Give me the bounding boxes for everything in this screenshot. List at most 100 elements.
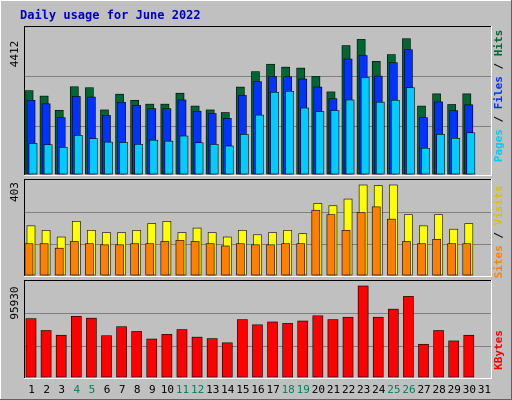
kbytes-bar [191,336,203,378]
pages-bar [285,90,294,175]
sites-bar [145,243,155,276]
kbytes-bar [176,329,188,378]
ymax-label: 403 [8,182,21,202]
legend-entry: KBytes [492,330,505,370]
kbytes-bar [161,334,173,378]
pages-bar [224,145,234,175]
sites-bar [205,243,215,276]
sites-bar [326,214,336,276]
sites-bar [371,206,381,276]
kbytes-bar [221,342,233,378]
x-tick-label: 31 [478,383,491,396]
pages-bar [194,142,204,175]
kbytes-bar [312,315,324,378]
x-tick-label: 26 [402,383,415,396]
sites-bar [100,244,109,276]
pages-bar [270,91,279,175]
pages-bar [391,99,400,175]
x-tick-label: 3 [58,383,65,396]
sites-bar [236,243,245,276]
kbytes-bar [433,330,444,378]
sites-bar [130,243,139,276]
sites-bar [69,241,79,276]
x-tick-label: 1 [28,383,35,396]
x-tick-label: 22 [342,383,355,396]
pages-bar [300,107,310,175]
pages-bar [73,135,83,175]
sites-bar [251,244,260,276]
x-tick-label: 19 [297,383,310,396]
kbytes-bar [297,320,309,378]
x-tick-label: 7 [119,383,126,396]
x-tick-label: 12 [191,383,204,396]
kbytes-bar [86,317,97,378]
kbytes-bar [40,330,52,378]
x-tick-label: 6 [104,383,111,396]
kbytes-bar [146,338,158,378]
x-tick-label: 8 [134,383,141,396]
x-tick-label: 15 [236,383,249,396]
pages-bar [28,143,38,175]
x-tick-label: 5 [89,383,96,396]
sites-bar [447,243,457,276]
pages-bar [43,144,53,175]
pages-bar [119,142,128,175]
kbytes-bar [403,296,414,378]
legend-entry: Hits [492,30,505,57]
pages-bar [421,147,430,175]
kbytes-bar [448,340,460,378]
sites-bar [85,243,94,276]
x-tick-label: 18 [282,383,295,396]
pages-bar [360,77,370,175]
sites-bar [190,241,200,276]
pages-bar [240,134,249,175]
pages-bar [466,132,476,175]
legend-separator: / [492,109,505,129]
x-tick-label: 11 [176,383,189,396]
x-tick-label: 4 [74,383,81,396]
x-tick-label: 14 [221,383,235,396]
kbytes-bar [327,319,339,378]
x-tick-label: 24 [372,383,386,396]
kbytes-bar [101,335,112,378]
pages-bar [134,144,143,175]
kbytes-bar [372,316,384,378]
x-tick-label: 28 [433,383,446,396]
x-tick-label: 13 [206,383,219,396]
kbytes-bar [55,334,67,378]
legend-separator: / [492,225,505,245]
ymax-label: 95930 [8,286,21,319]
sites-bar [160,241,170,276]
sites-bar [115,244,124,276]
pages-bar [104,141,113,175]
kbytes-bar [252,324,263,378]
kbytes-bar [70,315,82,378]
sites-bar [462,243,472,276]
kbytes-bar [267,321,278,378]
pages-bar [149,139,159,175]
sites-bar [266,244,275,276]
x-tick-label: 10 [161,383,174,396]
sites-bar [356,212,366,276]
pages-bar [164,140,174,175]
sites-bar [281,243,290,276]
x-tick-label: 2 [43,383,50,396]
pages-bar [330,110,340,175]
x-tick-label: 29 [448,383,461,396]
kbytes-bar [237,319,248,378]
pages-bar [58,146,68,175]
pages-bar [345,99,355,175]
sites-bar [387,218,396,276]
legend-sites-visits: Sites / Visits [492,186,505,279]
legend-entry: Visits [492,186,505,226]
pages-bar [209,144,219,175]
legend-kbytes: KBytes [492,330,505,370]
pages-bar [315,111,325,175]
sites-bar [432,238,441,276]
legend-pages-files-hits: Pages / Files / Hits [492,30,505,163]
kbytes-bar [418,343,429,378]
x-tick-label: 21 [327,383,340,396]
chart-title: Daily usage for June 2022 [20,8,201,22]
sites-bar [54,247,64,276]
